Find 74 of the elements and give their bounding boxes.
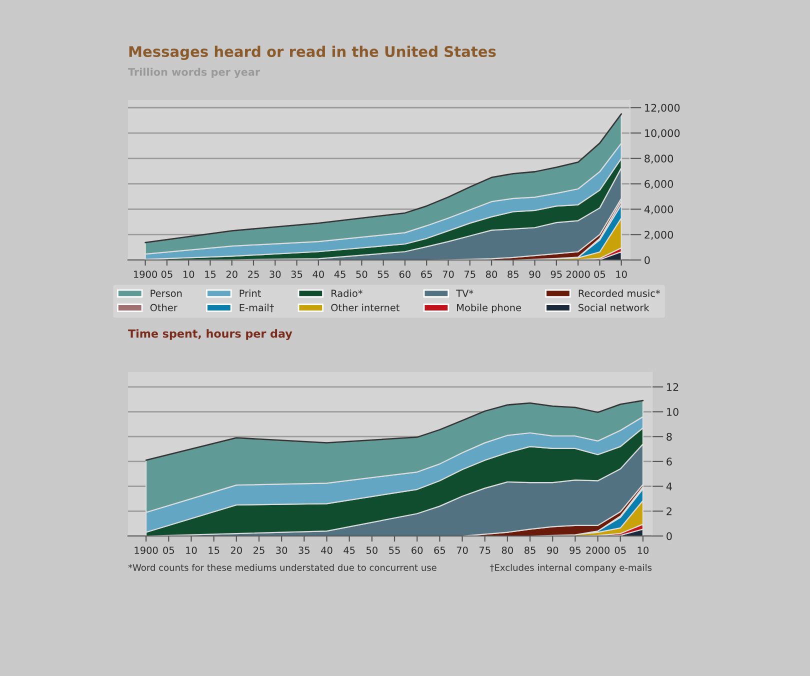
x-tick-label: 25 — [254, 546, 264, 554]
y-tick-label: 2 — [666, 507, 672, 516]
text: *Word counts for these mediums understated due to concurrent use — [128, 564, 436, 571]
x-tick-label: 05 — [163, 546, 174, 554]
legend-label: Print — [240, 289, 261, 297]
y-tick-label: 10 — [667, 408, 678, 416]
x-tick-label: 95 — [550, 270, 562, 278]
legend-label: Radio* — [332, 289, 362, 298]
x-tick-label: 10 — [186, 546, 197, 554]
x-tick-label: 20 — [230, 546, 242, 554]
x-tick-label: 35 — [291, 270, 302, 278]
text: †Excludes internal company e-mails — [490, 564, 652, 573]
x-tick-label: 2000 — [566, 270, 590, 278]
x-tick-label: 65 — [434, 546, 446, 554]
x-tick-label: 85 — [508, 270, 518, 278]
y-tick-label: 6,000 — [644, 180, 674, 189]
y-tick-label: 6 — [666, 458, 672, 466]
x-tick-label: 2000 — [586, 546, 610, 554]
x-tick-label: 20 — [226, 270, 238, 278]
x-tick-label: 05 — [161, 270, 172, 278]
x-tick-label: 10 — [638, 546, 649, 554]
legend-label: E-mail† — [240, 304, 274, 312]
y-tick-label: 10,000 — [645, 129, 680, 138]
y-tick-label: 12 — [667, 383, 678, 391]
y-tick-label: 0 — [644, 256, 650, 264]
y-tick-label: 4,000 — [644, 205, 674, 214]
x-tick-label: 50 — [356, 270, 368, 278]
x-tick-label: 75 — [479, 546, 490, 554]
x-tick-label: 95 — [570, 546, 581, 554]
y-tick-label: 4 — [666, 482, 672, 490]
x-tick-label: 65 — [421, 270, 432, 278]
x-tick-label: 10 — [183, 270, 194, 278]
x-tick-label: 05 — [614, 546, 626, 554]
chart-title: Time spent, hours per day — [128, 329, 292, 340]
y-tick-label: 8 — [666, 432, 672, 441]
legend-label: Recorded music* — [578, 289, 660, 298]
legend-label: Social network — [578, 304, 650, 312]
y-tick-label: 2,000 — [644, 230, 674, 240]
x-tick-label: 55 — [389, 546, 400, 554]
x-tick-label: 55 — [378, 270, 389, 278]
x-tick-label: 50 — [366, 546, 378, 554]
x-tick-label: 60 — [399, 270, 411, 278]
x-tick-label: 40 — [321, 546, 332, 554]
y-tick-label: 0 — [666, 532, 672, 540]
legend-label: TV* — [456, 290, 474, 297]
y-tick-label: 8,000 — [644, 154, 674, 164]
x-tick-label: 35 — [298, 546, 310, 554]
legend-label: Person — [150, 290, 182, 298]
x-tick-label: 10 — [616, 270, 627, 278]
x-tick-label: 30 — [270, 270, 281, 278]
x-tick-label: 90 — [547, 546, 558, 554]
x-tick-label: 85 — [524, 546, 536, 554]
legend-label: Mobile phone — [457, 304, 522, 314]
x-tick-label: 25 — [248, 270, 259, 278]
legend-label: Other — [150, 304, 178, 312]
x-tick-label: 1900 — [134, 546, 158, 554]
x-tick-label: 75 — [464, 270, 476, 278]
x-tick-label: 1900 — [134, 270, 158, 278]
y-tick-label: 12,000 — [645, 104, 680, 113]
x-tick-label: 90 — [529, 270, 540, 278]
x-tick-label: 30 — [276, 546, 288, 554]
x-tick-label: 80 — [502, 546, 513, 554]
x-tick-label: 80 — [486, 270, 498, 278]
x-tick-label: 70 — [442, 270, 454, 278]
x-tick-label: 60 — [412, 546, 423, 554]
x-tick-label: 45 — [344, 546, 355, 554]
x-tick-label: 15 — [205, 270, 216, 278]
x-tick-label: 15 — [208, 546, 220, 554]
x-tick-label: 40 — [312, 270, 324, 278]
legend-label: Other internet — [331, 304, 400, 312]
x-tick-label: 70 — [456, 546, 468, 554]
x-tick-label: 45 — [334, 270, 346, 278]
x-tick-label: 05 — [594, 270, 606, 278]
chart-title: Messages heard or read in the United States — [129, 46, 496, 60]
